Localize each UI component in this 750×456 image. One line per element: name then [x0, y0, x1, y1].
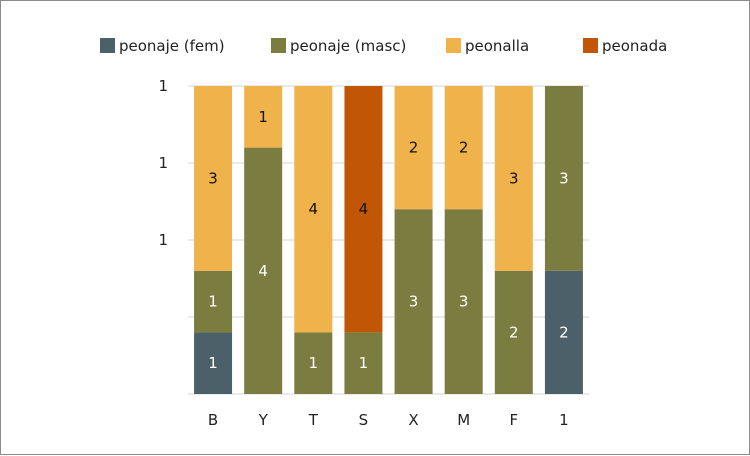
bar-segment — [194, 86, 233, 271]
bar-segment — [444, 209, 483, 394]
x-tick-label: B — [208, 411, 218, 429]
x-tick-label: X — [408, 411, 418, 429]
data-label: 1 — [208, 293, 218, 311]
bar-segment — [244, 147, 283, 394]
x-tick-label: F — [509, 411, 518, 429]
y-tick-label: 1 — [158, 77, 168, 95]
data-label: 3 — [409, 293, 419, 311]
bar-segment — [544, 270, 583, 394]
bar-segment — [294, 332, 333, 394]
x-tick-label: 1 — [559, 411, 569, 429]
legend-label: peonada — [602, 37, 667, 55]
y-tick-label: 1 — [158, 154, 168, 172]
data-label: 1 — [258, 108, 268, 126]
bar-segment — [494, 270, 533, 394]
data-label: 2 — [509, 323, 519, 341]
x-tick-label: Y — [258, 411, 269, 429]
bar-segment — [194, 332, 233, 394]
bar-segment — [394, 209, 433, 394]
x-tick-label: S — [359, 411, 369, 429]
bar-segment — [344, 332, 383, 394]
y-tick-label: 1 — [158, 231, 168, 249]
bar-segment — [244, 86, 283, 148]
bar-segment — [344, 86, 383, 333]
legend-swatch — [583, 38, 598, 53]
legend-label: peonalla — [465, 37, 529, 55]
data-label: 2 — [559, 323, 569, 341]
data-label: 3 — [208, 169, 218, 187]
x-tick-label: T — [308, 411, 319, 429]
data-label: 2 — [459, 139, 469, 157]
bar-segment — [194, 270, 233, 333]
data-label: 1 — [208, 354, 218, 372]
legend-swatch — [446, 38, 461, 53]
data-label: 3 — [509, 169, 519, 187]
bar-segment — [444, 86, 483, 210]
data-label: 4 — [258, 262, 268, 280]
legend-swatch — [100, 38, 115, 53]
bar-segment — [394, 86, 433, 210]
legend-label: peonaje (fem) — [119, 37, 225, 55]
data-label: 4 — [309, 200, 319, 218]
data-label: 2 — [409, 139, 419, 157]
legend-swatch — [271, 38, 286, 53]
data-label: 3 — [559, 169, 569, 187]
data-label: 1 — [309, 354, 319, 372]
bar-segment — [544, 86, 583, 271]
data-label: 4 — [359, 200, 369, 218]
data-label: 3 — [459, 293, 469, 311]
legend-label: peonaje (masc) — [290, 37, 406, 55]
data-label: 1 — [359, 354, 369, 372]
bar-segment — [294, 86, 333, 333]
x-tick-label: M — [457, 411, 470, 429]
bar-segment — [494, 86, 533, 271]
